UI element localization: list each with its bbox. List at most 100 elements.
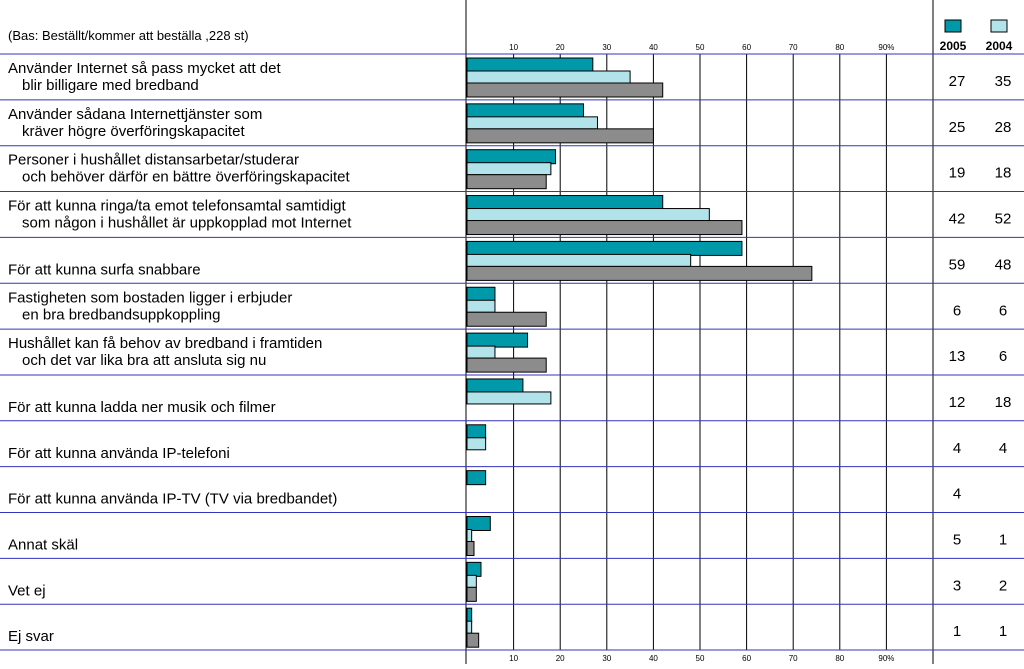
category-label: För att kunna använda IP-TV (TV via bred…	[8, 491, 337, 508]
category-label-line: och behöver därför en bättre överförings…	[22, 169, 351, 186]
bar	[466, 265, 813, 281]
x-tick-label-bottom: 60	[742, 654, 751, 663]
category-label-line: Använder sådana Internettjänster som	[8, 106, 262, 123]
bar	[466, 574, 477, 588]
table-value: 5	[953, 532, 961, 549]
bar	[466, 470, 487, 486]
table-value: 18	[995, 394, 1012, 411]
bar	[466, 378, 524, 394]
legend-label: 2005	[940, 39, 967, 53]
table-value: 6	[953, 302, 961, 319]
bar	[466, 82, 664, 98]
bar	[466, 149, 557, 165]
x-tick-label-top: 90%	[878, 43, 894, 52]
bar	[466, 541, 475, 556]
bar	[466, 424, 487, 440]
category-label-line: Ej svar	[8, 628, 54, 645]
table-value: 52	[995, 211, 1012, 228]
table-value: 19	[949, 165, 966, 182]
x-tick-label-bottom: 50	[696, 654, 705, 663]
category-label-line: För att kunna använda IP-TV (TV via bred…	[8, 491, 337, 508]
category-label-line: Vet ej	[8, 582, 46, 599]
category-label: För att kunna ringa/ta emot telefonsamta…	[8, 198, 352, 232]
x-tick-label-bottom: 80	[835, 654, 844, 663]
category-label-line: Hushållet kan få behov av bredband i fra…	[8, 335, 322, 352]
subtitle: (Bas: Beställt/kommer att beställa ,228 …	[8, 28, 249, 43]
x-tick-label-bottom: 40	[649, 654, 658, 663]
bar	[466, 208, 710, 222]
legend-label: 2004	[986, 39, 1013, 53]
x-tick-label-bottom: 20	[556, 654, 565, 663]
category-label-line: kräver högre överföringskapacitet	[22, 123, 245, 140]
x-tick-label-top: 60	[742, 43, 751, 52]
bar	[466, 299, 496, 313]
category-label-line: För att kunna surfa snabbare	[8, 261, 201, 278]
category-label: För att kunna surfa snabbare	[8, 261, 201, 278]
bar	[466, 195, 664, 211]
legend-swatch	[944, 19, 962, 33]
table-value: 48	[995, 256, 1012, 273]
table-value: 6	[999, 348, 1007, 365]
category-label: Hushållet kan få behov av bredband i fra…	[8, 335, 322, 369]
table-value: 4	[999, 440, 1007, 457]
bar	[466, 220, 743, 236]
bar	[466, 116, 598, 130]
bar	[466, 103, 584, 119]
category-label-line: För att kunna ringa/ta emot telefonsamta…	[8, 198, 347, 215]
bar	[466, 620, 473, 634]
bar	[466, 286, 496, 302]
x-tick-label-top: 10	[509, 43, 518, 52]
category-label: Personer i hushållet distansarbetar/stud…	[8, 152, 351, 186]
table-value: 13	[949, 348, 966, 365]
category-label-line: som någon i hushållet är uppkopplad mot …	[22, 215, 352, 232]
bar	[466, 437, 487, 451]
bar	[466, 70, 631, 84]
category-label-line: Annat skäl	[8, 537, 78, 554]
bar	[466, 561, 482, 577]
table-value: 1	[999, 532, 1007, 549]
table-value: 35	[995, 73, 1012, 90]
table-value: 2	[999, 577, 1007, 594]
category-label: Ej svar	[8, 628, 54, 645]
bar	[466, 586, 477, 602]
x-tick-label-top: 30	[602, 43, 611, 52]
bar	[466, 332, 529, 348]
table-value: 12	[949, 394, 966, 411]
x-tick-label-bottom: 70	[789, 654, 798, 663]
bar	[466, 345, 496, 359]
category-label: Använder Internet så pass mycket att det…	[8, 60, 281, 94]
category-label: Fastigheten som bostaden ligger i erbjud…	[8, 289, 292, 323]
table-value: 42	[949, 211, 966, 228]
x-tick-label-top: 20	[556, 43, 565, 52]
category-label-line: Personer i hushållet distansarbetar/stud…	[8, 152, 299, 169]
category-label: Använder sådana Internettjänster som kräv…	[8, 106, 262, 140]
category-label-line: För att kunna använda IP-telefoni	[8, 445, 230, 462]
table-value: 59	[949, 256, 966, 273]
x-tick-label-bottom: 30	[602, 654, 611, 663]
x-tick-label-top: 70	[789, 43, 798, 52]
bar	[466, 632, 480, 648]
x-tick-label-top: 50	[696, 43, 705, 52]
table-value: 18	[995, 165, 1012, 182]
category-label: För att kunna använda IP-telefoni	[8, 445, 230, 462]
bar	[466, 529, 473, 542]
table-value: 4	[953, 486, 961, 503]
table-value: 6	[999, 302, 1007, 319]
x-tick-label-top: 40	[649, 43, 658, 52]
table-value: 1	[999, 623, 1007, 640]
table-value: 4	[953, 440, 961, 457]
category-label: Vet ej	[8, 582, 46, 599]
category-label: Annat skäl	[8, 537, 78, 554]
bar	[466, 128, 654, 144]
bar	[466, 174, 547, 190]
x-tick-label-top: 80	[835, 43, 844, 52]
bar	[466, 357, 547, 373]
category-label: För att kunna ladda ner musik och filmer	[8, 399, 276, 416]
category-label-line: och det var lika bra att ansluta sig nu	[22, 352, 266, 369]
bar	[466, 162, 552, 176]
legend-swatch	[990, 19, 1008, 33]
x-tick-label-bottom: 10	[509, 654, 518, 663]
bar	[466, 253, 692, 267]
